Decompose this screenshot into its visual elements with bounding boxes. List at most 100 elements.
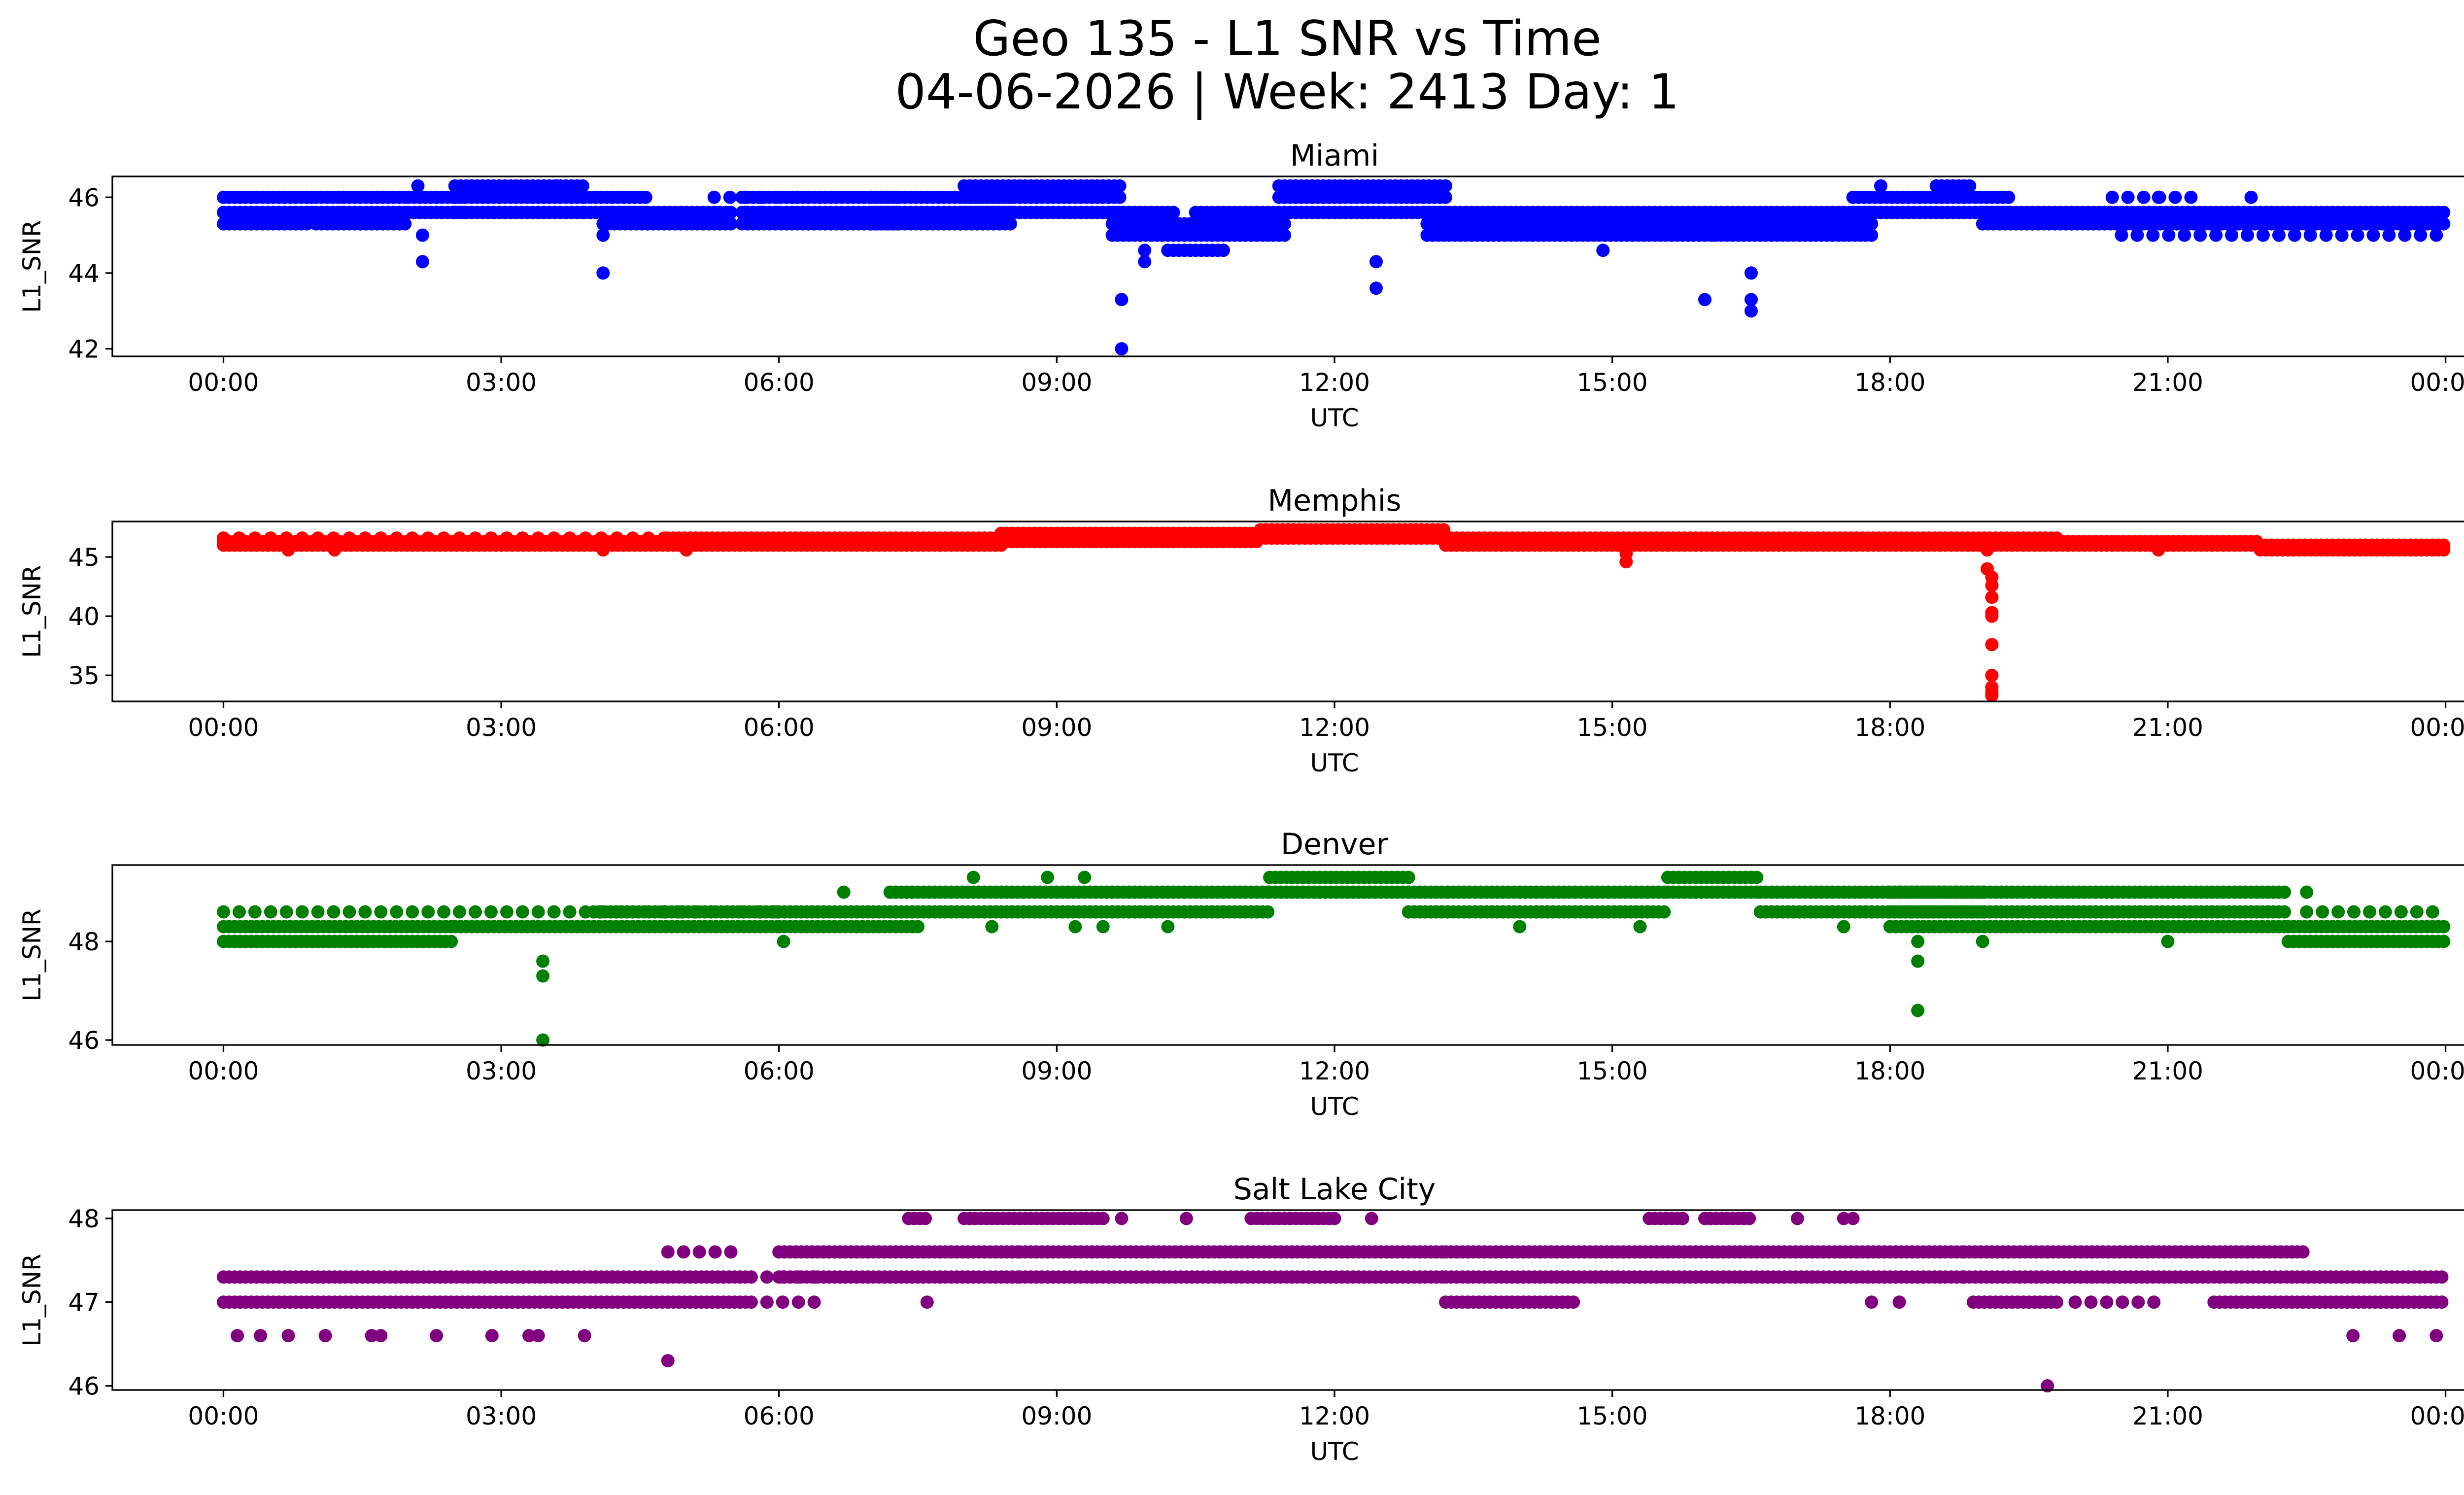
data-point (1278, 217, 1291, 231)
data-point (2435, 1270, 2449, 1284)
x-tick-label: 12:00 (1299, 1057, 1370, 1085)
data-point (217, 531, 230, 545)
data-point (1113, 179, 1127, 193)
data-point (264, 905, 277, 919)
data-point (2137, 190, 2151, 204)
data-point (578, 1329, 591, 1343)
data-point (430, 1329, 444, 1343)
y-tick-label: 46 (68, 1372, 100, 1401)
x-tick-label: 03:00 (466, 368, 537, 397)
data-point (2116, 1295, 2129, 1309)
data-point (1865, 217, 1879, 231)
data-point (500, 531, 513, 545)
data-point (421, 905, 435, 919)
data-point (2193, 228, 2207, 242)
data-point (1745, 266, 1758, 280)
x-tick-label: 18:00 (1854, 1402, 1925, 1430)
data-point (2316, 905, 2329, 919)
x-tick-label: 00:00 (2410, 1402, 2464, 1430)
x-tick-label: 00:00 (188, 713, 259, 742)
data-point (531, 905, 545, 919)
data-point (2363, 905, 2376, 919)
data-point (531, 531, 545, 545)
data-point (2130, 228, 2144, 242)
data-point (2105, 190, 2119, 204)
data-point (594, 531, 608, 545)
data-point (2300, 885, 2314, 899)
data-point (1567, 1295, 1580, 1309)
data-point (2382, 228, 2396, 242)
y-tick-label: 48 (68, 928, 100, 956)
data-point (1911, 954, 1925, 968)
x-tick-label: 00:00 (2410, 713, 2464, 742)
data-point (421, 531, 435, 545)
data-point (724, 217, 738, 231)
data-point (453, 531, 466, 545)
data-point (2335, 228, 2349, 242)
data-point (708, 1245, 722, 1259)
panel-title: Memphis (1267, 484, 1401, 518)
data-point (2068, 1295, 2082, 1309)
x-tick-label: 21:00 (2132, 368, 2203, 397)
data-point (1439, 190, 1452, 204)
y-tick-label: 45 (68, 543, 100, 572)
data-point (2225, 228, 2238, 242)
data-point (966, 870, 980, 884)
data-point (1138, 243, 1152, 257)
data-point (1115, 342, 1129, 356)
data-point (2414, 228, 2428, 242)
data-point (231, 1329, 244, 1343)
data-point (744, 1295, 758, 1309)
x-tick-label: 15:00 (1577, 1402, 1648, 1430)
data-point (1113, 190, 1127, 204)
y-tick-label: 40 (68, 602, 100, 631)
data-point (919, 1212, 932, 1225)
data-point (2168, 190, 2182, 204)
y-axis-label: L1_SNR (18, 565, 46, 658)
data-point (342, 531, 356, 545)
data-point (1078, 870, 1092, 884)
data-point (723, 190, 737, 204)
data-point (744, 1270, 758, 1284)
data-point (2161, 935, 2175, 948)
x-tick-label: 03:00 (466, 1402, 537, 1430)
data-point (596, 266, 610, 280)
data-point (2437, 217, 2451, 231)
data-point (2300, 905, 2314, 919)
data-point (1138, 255, 1152, 269)
panel-title: Miami (1290, 139, 1379, 173)
data-point (642, 531, 655, 545)
data-point (920, 1295, 934, 1309)
x-tick-label: 15:00 (1577, 713, 1648, 742)
chart-title-line2: 04-06-2026 | Week: 2413 Day: 1 (895, 64, 1679, 120)
data-point (300, 217, 313, 231)
data-point (1003, 217, 1017, 231)
x-tick-label: 12:00 (1299, 1402, 1370, 1430)
data-point (985, 920, 999, 934)
y-tick-label: 42 (68, 335, 100, 364)
x-tick-label: 18:00 (1854, 713, 1925, 742)
data-point (536, 954, 550, 968)
data-point (911, 920, 924, 934)
data-point (295, 531, 309, 545)
data-point (715, 905, 728, 919)
data-point (1278, 228, 1291, 242)
data-point (807, 1295, 821, 1309)
data-point (315, 190, 329, 204)
data-point (248, 905, 262, 919)
data-point (1837, 920, 1850, 934)
data-point (1707, 228, 1721, 242)
data-point (1657, 905, 1671, 919)
data-point (1985, 591, 1999, 604)
data-point (327, 905, 341, 919)
data-point (1985, 609, 1999, 623)
data-point (1402, 870, 1415, 884)
data-point (437, 905, 451, 919)
data-point (791, 1295, 805, 1309)
data-point (2256, 228, 2270, 242)
data-point (515, 531, 529, 545)
data-point (2244, 190, 2258, 204)
data-point (281, 543, 295, 557)
data-point (1633, 920, 1647, 934)
data-point (365, 1329, 378, 1343)
